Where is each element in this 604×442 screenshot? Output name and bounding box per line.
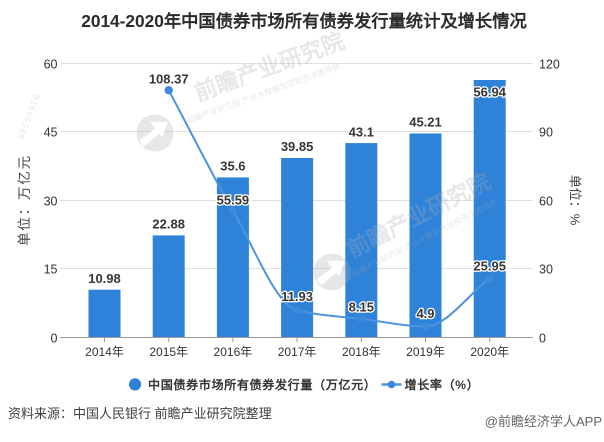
svg-text:43.1: 43.1 (349, 124, 374, 139)
svg-text:35.6: 35.6 (220, 159, 245, 174)
svg-text:0: 0 (51, 332, 58, 346)
svg-text:120: 120 (539, 58, 560, 72)
svg-text:90: 90 (539, 126, 553, 140)
svg-text:25.95: 25.95 (473, 259, 506, 274)
svg-text:中国债券市场所有债券发行量（万亿元）: 中国债券市场所有债券发行量（万亿元） (148, 377, 377, 392)
svg-text:2018年: 2018年 (342, 345, 381, 359)
svg-text:45.21: 45.21 (409, 115, 442, 130)
svg-text:@前瞻经济学人APP: @前瞻经济学人APP (485, 414, 602, 429)
svg-text:单位：万亿元: 单位：万亿元 (17, 154, 32, 246)
svg-text:资料来源：中国人民银行 前瞻产业研究院整理: 资料来源：中国人民银行 前瞻产业研究院整理 (8, 406, 272, 421)
svg-text:10.98: 10.98 (88, 271, 121, 286)
svg-text:55.59: 55.59 (217, 193, 250, 208)
svg-text:2017年: 2017年 (278, 345, 317, 359)
svg-text:60: 60 (44, 58, 58, 72)
svg-text:30: 30 (539, 263, 553, 277)
svg-text:22.88: 22.88 (152, 217, 185, 232)
svg-text:2015年: 2015年 (149, 345, 188, 359)
svg-text:108.37: 108.37 (149, 72, 189, 87)
svg-text:2020年: 2020年 (470, 345, 509, 359)
svg-text:8.15: 8.15 (349, 300, 374, 315)
svg-text:2016年: 2016年 (214, 345, 253, 359)
svg-text:39.85: 39.85 (281, 139, 314, 154)
svg-text:2014-2020年中国债券市场所有债券发行量统计及增长情况: 2014-2020年中国债券市场所有债券发行量统计及增长情况 (81, 11, 527, 31)
svg-text:2014年: 2014年 (85, 345, 124, 359)
svg-text:30: 30 (44, 195, 58, 209)
svg-text:4.9: 4.9 (416, 306, 434, 321)
svg-text:11.93: 11.93 (281, 289, 313, 304)
svg-text:0: 0 (539, 332, 546, 346)
svg-text:2019年: 2019年 (406, 345, 445, 359)
svg-text:56.94: 56.94 (473, 85, 506, 100)
svg-text:15: 15 (44, 263, 58, 277)
svg-text:45: 45 (44, 126, 58, 140)
svg-text:增长率（%）: 增长率（%） (405, 377, 480, 392)
svg-text:单位：%: 单位：% (568, 175, 583, 226)
svg-text:60: 60 (539, 195, 553, 209)
